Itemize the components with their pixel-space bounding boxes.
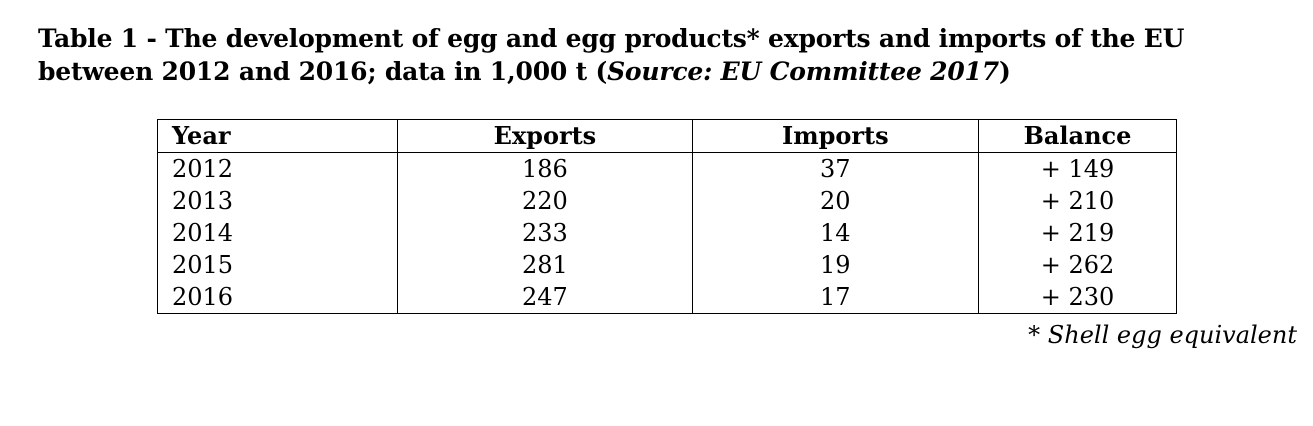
cell-year: 2015 [156, 249, 399, 281]
cell-imports: 37 [691, 152, 980, 185]
cell-year: 2012 [156, 152, 399, 185]
cell-imports: 20 [691, 185, 980, 217]
header-year: Year [156, 119, 399, 153]
table-row: 2016 247 17 + 230 [156, 281, 1177, 314]
cell-imports: 14 [691, 217, 980, 249]
cell-imports: 17 [691, 281, 980, 314]
header-row: Year Exports Imports Balance [156, 119, 1177, 153]
cell-exports: 281 [397, 249, 693, 281]
cell-balance: + 262 [978, 249, 1177, 281]
cell-balance: + 230 [978, 281, 1177, 314]
footnote: * Shell egg equivalent [1028, 321, 1297, 349]
header-imports: Imports [691, 119, 980, 153]
table-row: 2014 233 14 + 219 [156, 217, 1177, 249]
cell-exports: 233 [397, 217, 693, 249]
cell-year: 2013 [156, 185, 399, 217]
egg-trade-table: Year Exports Imports Balance 2012 186 37… [156, 119, 1177, 314]
caption-source: Source: EU Committee 2017 [607, 57, 999, 86]
table-row: 2012 186 37 + 149 [156, 152, 1177, 185]
cell-balance: + 149 [978, 152, 1177, 185]
caption-text: Table 1 - The development of egg and egg… [38, 24, 1185, 86]
table-row: 2015 281 19 + 262 [156, 249, 1177, 281]
cell-imports: 19 [691, 249, 980, 281]
cell-balance: + 219 [978, 217, 1177, 249]
header-exports: Exports [397, 119, 693, 153]
cell-year: 2016 [156, 281, 399, 314]
table-row: 2013 220 20 + 210 [156, 185, 1177, 217]
table-caption: Table 1 - The development of egg and egg… [38, 22, 1288, 88]
caption-close: ) [998, 57, 1011, 86]
header-balance: Balance [978, 119, 1177, 153]
cell-exports: 220 [397, 185, 693, 217]
cell-balance: + 210 [978, 185, 1177, 217]
cell-exports: 247 [397, 281, 693, 314]
cell-exports: 186 [397, 152, 693, 185]
cell-year: 2014 [156, 217, 399, 249]
